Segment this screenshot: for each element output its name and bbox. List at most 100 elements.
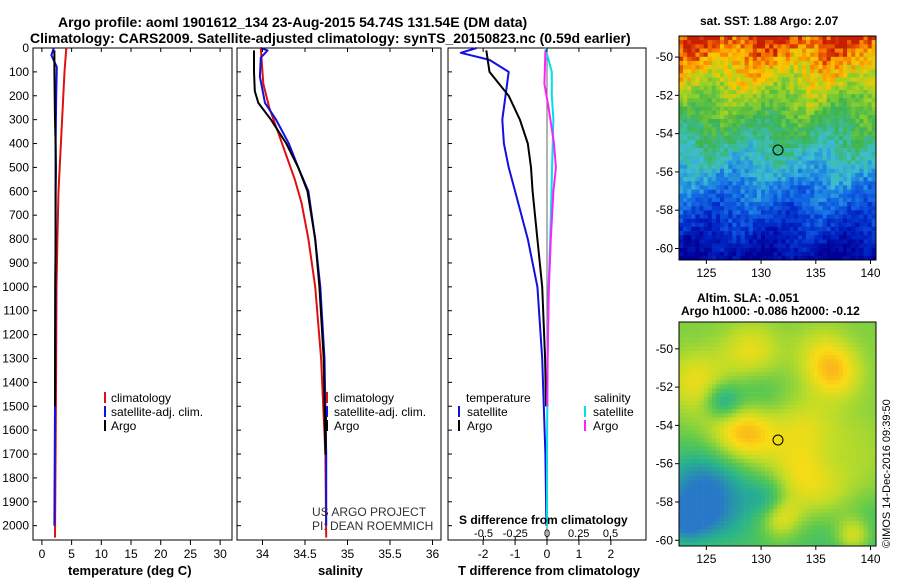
sst-cell (744, 210, 749, 215)
sst-cell (818, 222, 823, 228)
sst-cell (695, 164, 700, 170)
sst-cell (834, 98, 840, 103)
sla-cell (769, 429, 774, 435)
sst-cell (838, 143, 844, 149)
sst-cell (826, 85, 831, 91)
sla-cell (777, 363, 782, 368)
sst-cell (843, 94, 848, 99)
sst-cell (855, 36, 860, 41)
sst-cell (814, 235, 819, 240)
sla-cell (744, 334, 749, 339)
sst-cell (695, 85, 700, 91)
sla-cell (765, 338, 770, 344)
sla-cell (851, 330, 856, 335)
sla-cell (715, 392, 721, 398)
sst-cell (843, 110, 848, 116)
sla-cell (871, 326, 876, 331)
sla-cell (769, 467, 774, 472)
sst-cell (822, 106, 827, 112)
sla-cell (691, 409, 696, 414)
sla-cell (851, 471, 856, 476)
sst-cell (683, 243, 688, 248)
sla-cell (789, 483, 795, 489)
sla-cell (744, 467, 749, 472)
sla-cell (871, 413, 876, 418)
sla-cell (683, 492, 688, 497)
sla-cell (793, 413, 799, 418)
sla-cell (679, 463, 684, 468)
sla-cell (699, 346, 704, 352)
sst-cell (711, 152, 717, 157)
sst-cell (814, 44, 819, 49)
sst-cell (867, 102, 872, 107)
sla-heatmap (679, 322, 876, 546)
sst-cell (822, 251, 827, 257)
sst-cell (756, 81, 762, 87)
sla-cell (871, 496, 876, 501)
sst-cell (711, 139, 717, 145)
sst-cell (785, 181, 790, 186)
sst-cell (761, 127, 766, 132)
sst-cell (769, 251, 774, 257)
sla-cell (818, 330, 823, 335)
sst-cell (802, 247, 807, 253)
sla-cell (695, 334, 700, 339)
sst-cell (752, 247, 758, 253)
sla-cell (785, 409, 790, 414)
sst-cell (732, 119, 737, 124)
sla-cell (699, 363, 704, 368)
sla-cell (683, 359, 688, 364)
sla-cell (748, 479, 754, 485)
sla-cell (826, 380, 831, 385)
sla-cell (773, 342, 778, 348)
sla-cell (826, 496, 831, 501)
sla-cell (867, 483, 872, 489)
sst-cell (679, 243, 684, 248)
sla-cell (793, 425, 799, 431)
sst-cell (847, 197, 852, 203)
sla-cell (863, 330, 868, 335)
sla-cell (822, 405, 827, 410)
sst-cell (859, 226, 864, 232)
sst-cell (695, 77, 700, 82)
sst-cell (711, 164, 717, 170)
sst-cell (785, 94, 790, 99)
sla-cell (826, 467, 831, 472)
sla-cell (855, 446, 860, 451)
sst-cell (793, 90, 799, 95)
sla-cell (867, 446, 872, 451)
sst-cell (855, 73, 860, 78)
sla-cell (769, 409, 774, 414)
sla-cell (683, 429, 688, 435)
sla-cell (781, 355, 786, 360)
sst-cell (736, 222, 741, 228)
sla-cell (818, 483, 823, 489)
sla-cell (859, 342, 864, 348)
sla-cell (777, 338, 782, 344)
sst-cell (789, 114, 795, 120)
sst-cell (720, 193, 725, 199)
sla-cell (695, 371, 700, 377)
sla-cell (752, 463, 758, 468)
sla-cell (736, 450, 741, 456)
sla-cell (814, 413, 819, 418)
sla-cell (715, 388, 721, 393)
sst-cell (711, 69, 717, 74)
sla-cell (863, 396, 868, 402)
sst-cell (761, 81, 766, 87)
sla-cell (773, 425, 778, 431)
temperature-panel: 0 5 10 15 20 25 30 temperature (deg C) climato… (32, 47, 233, 578)
sst-cell (810, 110, 815, 116)
sst-cell (679, 56, 684, 62)
sla-cell (851, 351, 856, 356)
sla-cell (789, 504, 795, 510)
sla-cell (834, 380, 840, 385)
sla-cell (781, 384, 786, 389)
sla-cell (756, 450, 762, 456)
sst-cell (822, 173, 827, 178)
sst-cell (822, 94, 827, 99)
sst-cell (732, 164, 737, 170)
sst-cell (781, 135, 786, 141)
sla-cell (777, 496, 782, 501)
depth-tick-label: 1500 (2, 399, 29, 413)
